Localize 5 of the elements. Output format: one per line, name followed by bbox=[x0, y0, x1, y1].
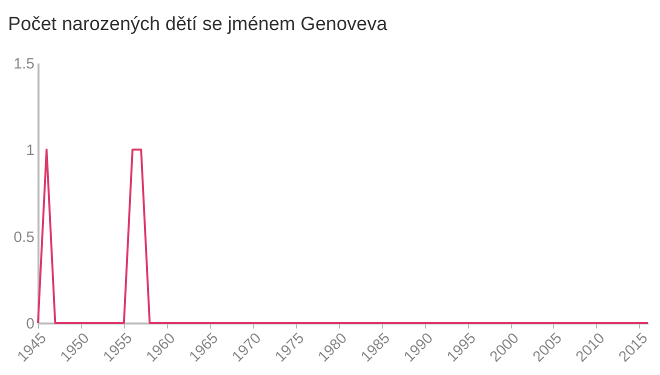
y-tick-label: 1.5 bbox=[14, 56, 34, 72]
y-tick-label: 0 bbox=[26, 316, 34, 332]
chart-title: Počet narozených dětí se jménem Genoveva bbox=[8, 14, 388, 35]
y-tick-label: 0.5 bbox=[14, 228, 34, 246]
y-tick-label: 1 bbox=[26, 142, 34, 160]
